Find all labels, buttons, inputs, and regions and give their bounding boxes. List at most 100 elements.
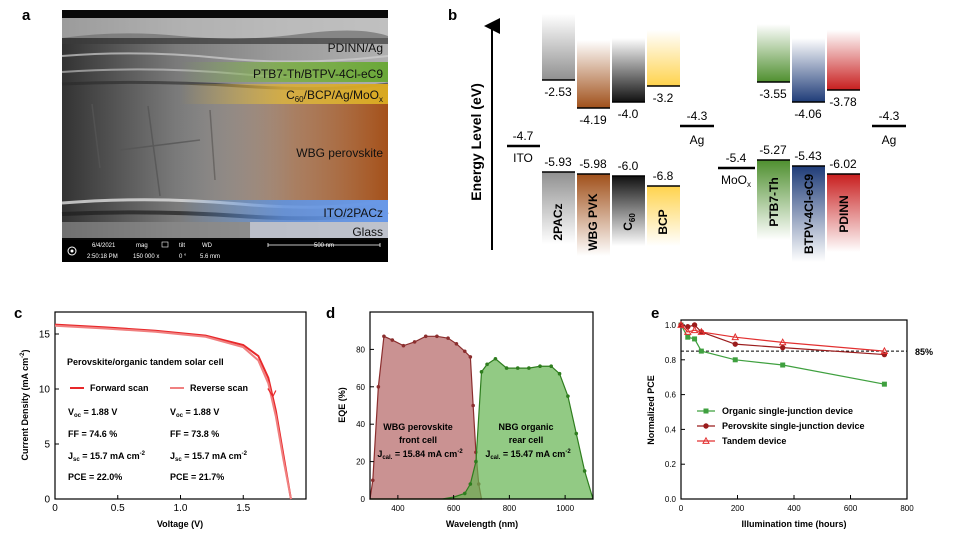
eqe-point xyxy=(454,341,459,346)
eqe-point xyxy=(474,459,478,464)
jv-y-tick-label: 0 xyxy=(44,495,50,506)
sem-wd-value: 5.6 mm xyxy=(200,254,220,260)
sem-time: 2:50:18 PM xyxy=(87,254,118,260)
sem-scale-label: 500 nm xyxy=(314,243,334,249)
svg-text:-6.0: -6.0 xyxy=(618,159,639,173)
eqe-y-tick-label: 80 xyxy=(356,345,365,354)
eqe-point xyxy=(376,385,381,389)
panel-label-c: c xyxy=(14,305,22,322)
stability-legend-label: Perovskite single-junction device xyxy=(722,421,865,431)
jv-y-tick-label: 5 xyxy=(44,440,50,451)
svg-text:-2.53: -2.53 xyxy=(544,85,572,99)
ag-name: Ag xyxy=(690,133,705,147)
sem-layer-label: PDINN/Ag xyxy=(328,41,383,55)
sem-layer-label: PTB7-Th/BTPV-4Cl-eC9 xyxy=(253,67,383,81)
svg-text:-5.98: -5.98 xyxy=(579,157,607,171)
stability-ylabel: Normalized PCE xyxy=(646,375,656,445)
svg-text:WBG PVK: WBG PVK xyxy=(586,193,600,251)
jv-x-tick-label: 1.0 xyxy=(174,503,188,514)
jv-y-tick-label: 15 xyxy=(39,330,51,341)
jv-param-voc-reverse: Voc = 1.88 V xyxy=(170,407,219,419)
svg-text:2PACz: 2PACz xyxy=(551,203,565,240)
stability-xlabel: Illumination time (hours) xyxy=(742,519,847,529)
jv-param-ff-forward: FF = 74.6 % xyxy=(68,429,117,439)
eqe-point xyxy=(390,338,395,342)
stability-point xyxy=(685,324,691,330)
eqe-point xyxy=(504,366,509,370)
stability-point xyxy=(703,408,709,414)
eqe-x-tick-label: 400 xyxy=(391,504,405,513)
svg-text:-3.2: -3.2 xyxy=(653,91,674,105)
stability-point xyxy=(778,338,787,346)
sem-logo xyxy=(67,246,77,256)
stability-point xyxy=(881,351,888,358)
svg-text:-5.43: -5.43 xyxy=(794,149,822,163)
jv-param-pce-reverse: PCE = 21.7% xyxy=(170,472,224,482)
sem-wd-label: WD xyxy=(202,243,213,249)
jv-x-tick-label: 0.5 xyxy=(111,503,125,514)
jv-x-tick-label: 1.5 xyxy=(236,503,250,514)
eqe-point xyxy=(382,334,386,339)
panel-label-a: a xyxy=(22,7,31,24)
eqe-point xyxy=(370,478,375,483)
sem-image: PDINN/Ag PTB7-Th/BTPV-4Cl-eC9 C60/BCP/Ag… xyxy=(61,10,389,262)
stability-point xyxy=(685,334,691,340)
stability-point xyxy=(698,348,704,354)
svg-text:-5.27: -5.27 xyxy=(759,143,787,157)
ag-level-value: -4.3 xyxy=(879,109,900,123)
eqe-point xyxy=(468,482,473,486)
stability-point xyxy=(732,341,738,347)
material-wbg-pvk: -4.19 -5.98 WBG PVK xyxy=(577,40,610,256)
jv-param-pce-forward: PCE = 22.0% xyxy=(68,472,122,482)
stability-y-tick-label: 0.6 xyxy=(665,391,677,400)
stability-y-tick-label: 0.8 xyxy=(665,356,677,365)
moox-level-value: -5.4 xyxy=(726,151,747,165)
stability-point xyxy=(697,327,706,335)
eqe-point xyxy=(527,366,531,370)
material-pdinn: -3.78 -6.02 PDINN xyxy=(827,30,860,252)
sem-layer-label: ITO/2PACz xyxy=(323,206,383,220)
svg-text:-3.55: -3.55 xyxy=(759,87,787,101)
stability-legend-label: Tandem device xyxy=(722,436,786,446)
material-bcp: -3.2 -6.8 BCP xyxy=(647,30,680,246)
stability-point xyxy=(702,436,710,444)
sem-tilt-value: 0 ° xyxy=(179,254,187,260)
stability-y-tick-label: 0.2 xyxy=(665,460,677,469)
eqe-point xyxy=(468,355,473,359)
svg-text:-4.0: -4.0 xyxy=(618,107,639,121)
svg-text:BTPV-4Cl-eC9: BTPV-4Cl-eC9 xyxy=(802,174,816,254)
panel-label-d: d xyxy=(326,305,335,322)
energy-axis-label: Energy Level (eV) xyxy=(468,83,484,201)
eqe-point xyxy=(582,469,587,473)
stability-point xyxy=(780,362,786,368)
eqe-point xyxy=(574,431,579,436)
stability-x-tick-label: 0 xyxy=(679,504,684,513)
jv-plot-frame xyxy=(54,311,307,500)
svg-text:-6.02: -6.02 xyxy=(829,157,857,171)
eqe-series-area xyxy=(370,358,594,500)
jv-series-line xyxy=(54,324,292,500)
stability-point xyxy=(881,381,887,387)
jv-legend-reverse: Reverse scan xyxy=(190,383,248,393)
eqe-point xyxy=(412,340,417,344)
stability-reference-label: 85% xyxy=(915,347,933,357)
jv-param-ff-reverse: FF = 73.8 % xyxy=(170,429,219,439)
ito-name: ITO xyxy=(513,151,533,165)
jv-param-jsc-reverse: Jsc = 15.7 mA cm-2 xyxy=(170,451,248,463)
eqe-series-area xyxy=(369,335,483,500)
stability-y-tick-label: 0.0 xyxy=(665,495,677,504)
sem-date: 6/4/2021 xyxy=(92,243,116,249)
sem-mag-value: 150 000 x xyxy=(133,254,159,260)
stability-chart: Normalized PCE Illumination time (hours)… xyxy=(646,319,933,529)
jv-x-tick-label: 0 xyxy=(52,503,58,514)
eqe-front-label: front cell xyxy=(399,435,437,445)
eqe-ylabel: EQE (%) xyxy=(337,387,347,423)
jv-param-voc-forward: Voc = 1.88 V xyxy=(68,407,117,419)
eqe-point xyxy=(471,403,475,408)
stability-point xyxy=(683,327,692,335)
svg-text:BCP: BCP xyxy=(656,209,670,234)
eqe-point xyxy=(566,394,570,398)
eqe-point xyxy=(479,370,484,374)
moox-name: MoOx xyxy=(721,173,751,189)
svg-text:-5.93: -5.93 xyxy=(544,155,572,169)
